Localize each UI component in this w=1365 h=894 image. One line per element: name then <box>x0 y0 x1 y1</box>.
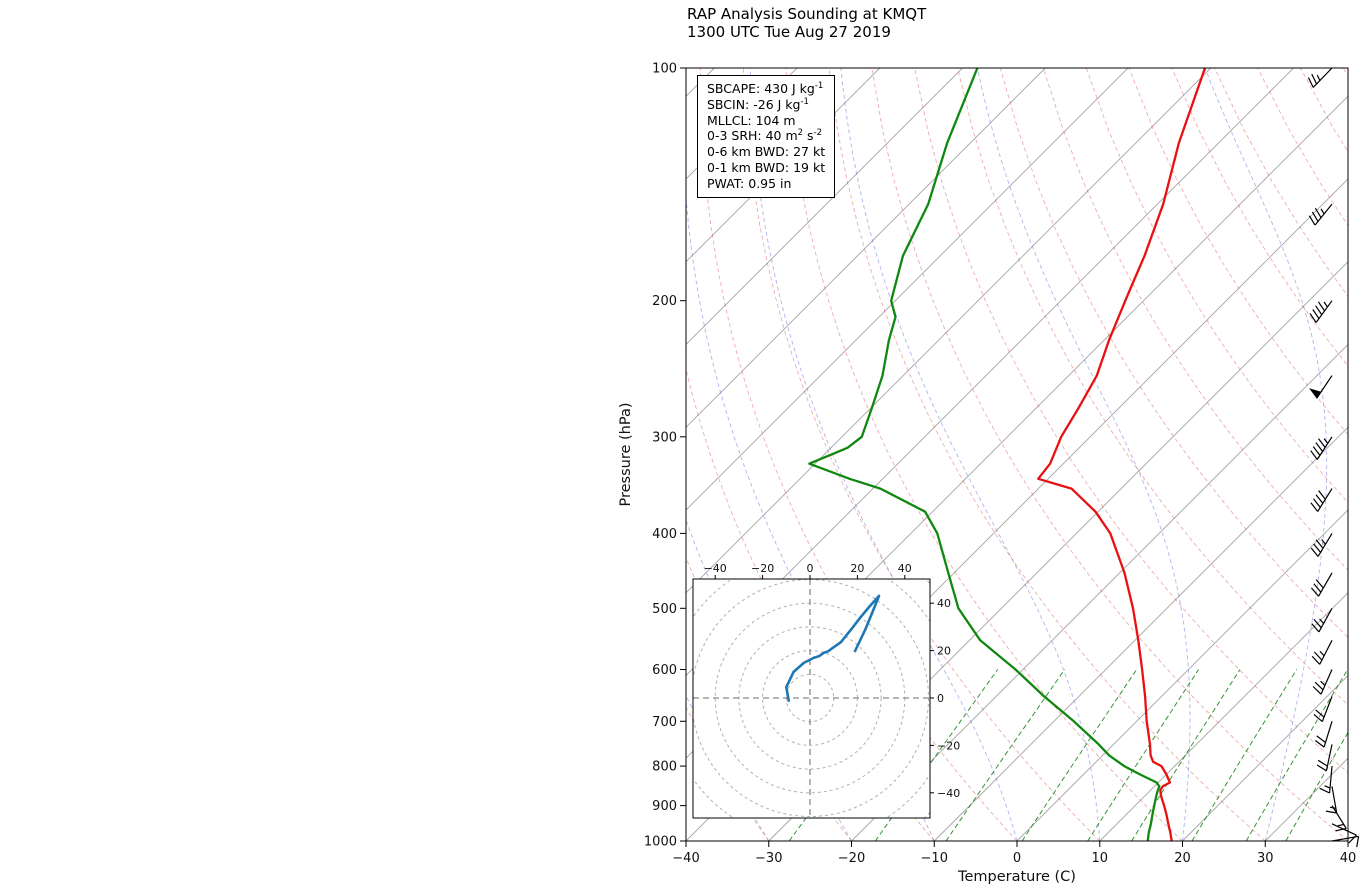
stats-box: SBCAPE: 430 J kg-1 SBCIN: -26 J kg-1 MLLCL… <box>697 75 836 198</box>
x-tick-label: −30 <box>755 851 782 866</box>
x-tick-label: 40 <box>1340 851 1357 866</box>
y-tick-label: 300 <box>652 430 677 445</box>
temperature-line <box>1037 68 1207 841</box>
dewpoint-line <box>808 68 1161 841</box>
y-tick-label: 200 <box>652 294 677 309</box>
chart-title-line1: RAP Analysis Sounding at KMQT <box>687 5 927 23</box>
wind-barb <box>1309 375 1333 399</box>
x-axis: −40 −30 −20 −10 0 10 20 30 40 Temperature (C) <box>672 841 1356 885</box>
y-tick-label: 100 <box>652 62 677 77</box>
y-tick-label: 700 <box>652 715 677 730</box>
y-tick-label: 1000 <box>644 835 677 850</box>
wind-barb <box>1311 608 1333 633</box>
hodograph-x-tick-label: 20 <box>850 562 864 575</box>
hodograph-x-tick-label: −20 <box>751 562 774 575</box>
hodograph-x-tick-label: 0 <box>807 562 814 575</box>
x-tick-label: 20 <box>1174 851 1191 866</box>
x-tick-label: −40 <box>672 851 699 866</box>
y-tick-label: 900 <box>652 799 677 814</box>
dry-adiabat-lines <box>686 68 1348 841</box>
y-tick-label: 500 <box>652 602 677 617</box>
y-axis: 100 200 300 400 500 600 700 800 900 1000 Pressure … <box>618 62 686 850</box>
x-tick-label: 10 <box>1091 851 1108 866</box>
wind-barb <box>1308 203 1333 226</box>
wind-barb <box>1312 669 1333 695</box>
chart-title: RAP Analysis Sounding at KMQT 1300 UTC T… <box>687 5 927 41</box>
hodograph-x-tick-label: −40 <box>704 562 727 575</box>
wind-barb <box>1310 572 1333 597</box>
wind-barb <box>1311 640 1333 665</box>
wind-barb <box>1319 766 1333 794</box>
chart-title-line2: 1300 UTC Tue Aug 27 2019 <box>687 22 891 41</box>
x-tick-label: 0 <box>1013 851 1021 866</box>
stats-line: 0-1 km BWD: 19 kt <box>707 159 826 175</box>
stats-line: PWAT: 0.95 in <box>707 175 792 191</box>
hodograph-y-ticks: 40 20 0 −20 −40 <box>930 597 960 800</box>
wind-barb <box>1313 696 1333 723</box>
hodograph-y-tick-label: 40 <box>937 597 951 610</box>
stats-line: SBCIN: -26 J kg-1 <box>707 96 809 112</box>
hodograph-trace <box>785 594 881 703</box>
stats-line: 0-3 SRH: 40 m2 s-2 <box>707 128 823 144</box>
hodograph-y-tick-label: 0 <box>937 692 944 705</box>
wind-barb <box>1331 805 1347 832</box>
wind-barb <box>1316 744 1333 772</box>
wind-barb <box>1309 300 1333 323</box>
wind-barb <box>1310 488 1333 512</box>
x-tick-label: 30 <box>1257 851 1274 866</box>
stats-line: SBCAPE: 430 J kg-1 <box>707 80 824 96</box>
x-tick-label: −20 <box>838 851 865 866</box>
wind-barb <box>1314 721 1333 748</box>
wind-barb <box>1310 436 1333 460</box>
y-tick-label: 400 <box>652 527 677 542</box>
hodograph-inset: −40 −20 0 20 40 40 20 0 −20 −40 <box>692 562 960 819</box>
x-tick-label: −10 <box>921 851 948 866</box>
stats-line: MLLCL: 104 m <box>707 112 796 128</box>
plot-area <box>686 68 1348 841</box>
wind-barbs <box>1307 67 1360 848</box>
y-axis-label: Pressure (hPa) <box>618 402 634 506</box>
x-axis-label: Temperature (C) <box>957 869 1076 885</box>
isotherm-lines <box>686 68 1348 841</box>
hodograph-y-tick-label: 20 <box>937 645 951 658</box>
hodograph-y-tick-label: −40 <box>937 787 960 800</box>
hodograph-x-tick-label: 40 <box>898 562 912 575</box>
wind-barb <box>1307 67 1333 88</box>
wind-barb <box>1325 786 1338 814</box>
stats-line: 0-6 km BWD: 27 kt <box>707 144 826 160</box>
hodograph-y-tick-label: −20 <box>937 739 960 752</box>
y-tick-label: 800 <box>652 760 677 775</box>
y-tick-label: 600 <box>652 663 677 678</box>
hodograph-x-ticks: −40 −20 0 20 40 <box>704 562 912 579</box>
wind-barb <box>1310 533 1333 557</box>
